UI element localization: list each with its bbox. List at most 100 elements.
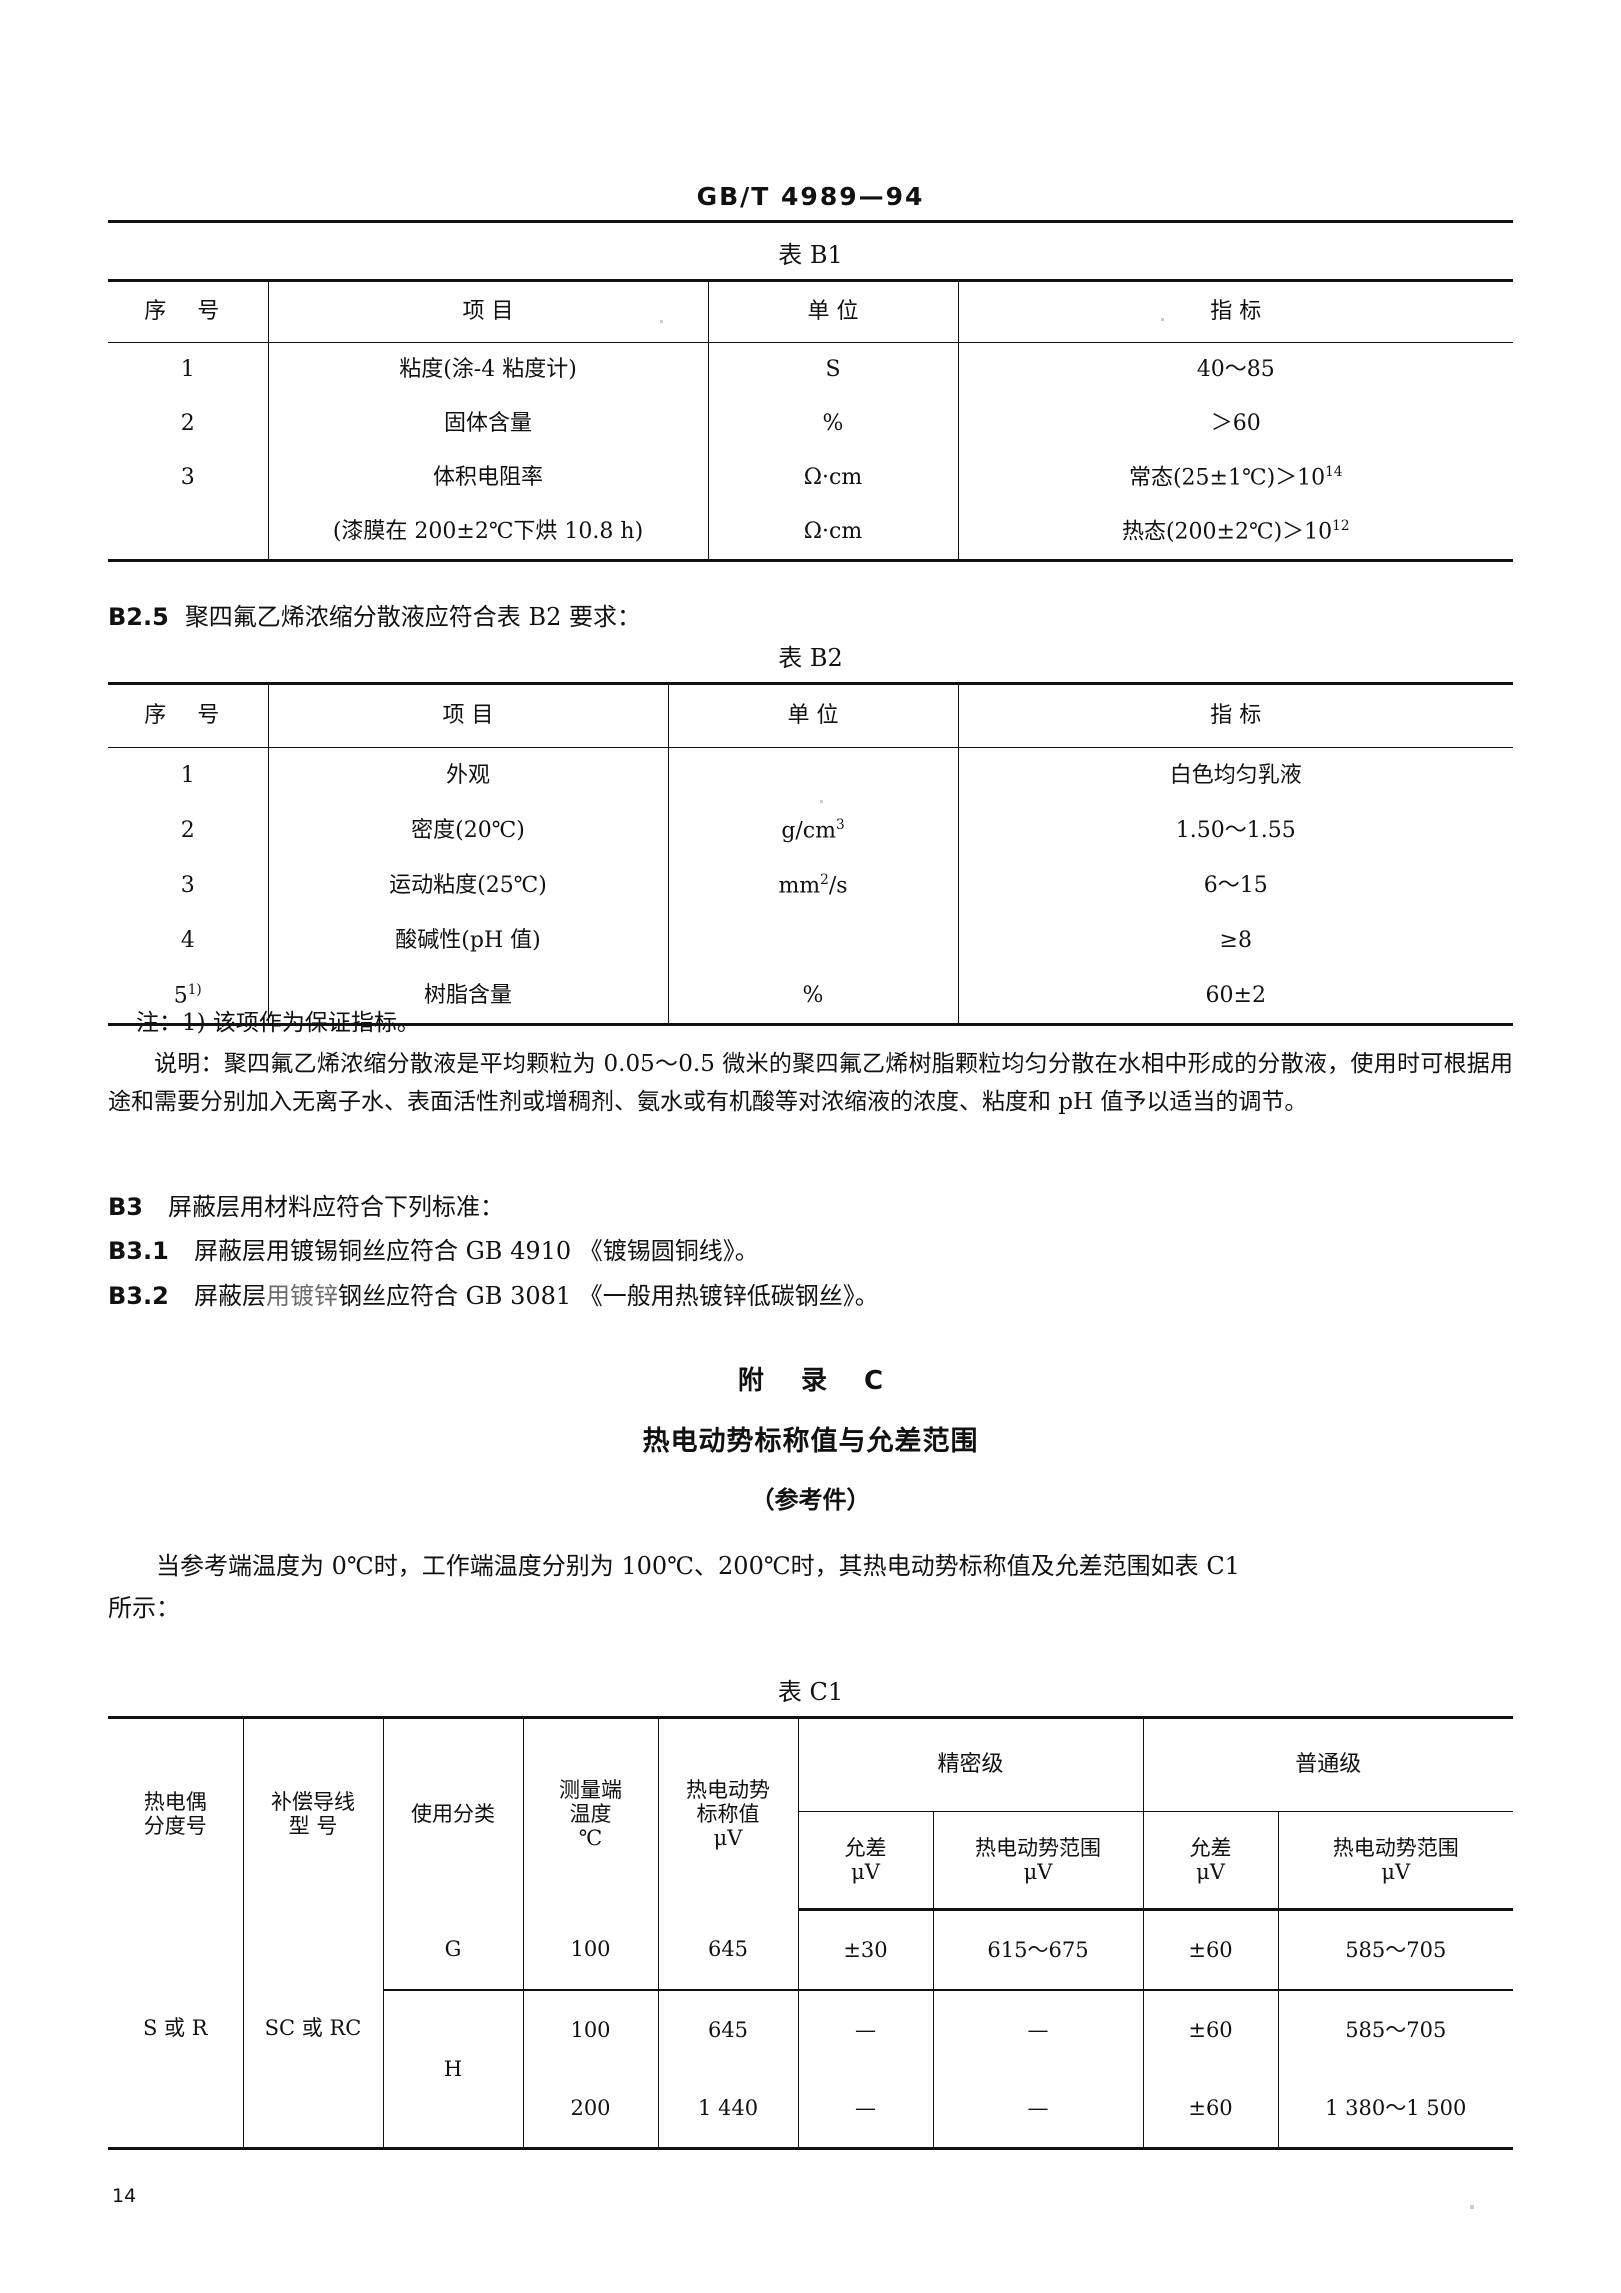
intro-line-2: 所示： (108, 1594, 180, 1622)
section-b3: B3 屏蔽层用材料应符合下列标准： (108, 1185, 1513, 1229)
cell-usage-class: H (383, 1990, 524, 2149)
group-header-precision: 精密级 (797, 1717, 1144, 1812)
cell-unit: S (707, 342, 959, 397)
section-number: B3 (108, 1193, 143, 1221)
cell-no: 51) (108, 968, 269, 1025)
cell-item: 运动粘度(25℃) (267, 858, 669, 913)
cell-precision-emf-range: — (932, 1990, 1144, 2069)
col-header-general-tolerance: 允差 μV (1142, 1811, 1279, 1911)
col-header-no: 序 号 (108, 280, 269, 343)
section-text-faded: 用镀锌 (266, 1281, 338, 1310)
cell-general-emf-range: 585～705 (1277, 1990, 1514, 2069)
cell-general-tolerance: ±60 (1142, 1909, 1279, 1991)
cell-no: 2 (108, 397, 269, 451)
table-c1-caption: 表 C1 (777, 1678, 844, 1706)
cell-precision-tolerance: — (797, 1990, 934, 2069)
table-row: (漆膜在 200±2℃下烘 10.8 h) Ω·cm 热态(200±2℃)＞10… (108, 505, 1513, 561)
cell-indicator: 1.50～1.55 (957, 803, 1513, 858)
cell-item: 体积电阻率 (267, 451, 709, 505)
cell-nominal-emf: 645 (657, 1990, 799, 2069)
table-b1-block: 表 B1 序 号 项 目 单 位 指 标 1 粘度(涂-4 粘度计) S 40～… (108, 235, 1513, 562)
table-row: 200 1 440 — — ±60 1 380～1 500 (108, 2069, 1514, 2149)
cell-item: 固体含量 (267, 397, 709, 451)
page-header-standard-number: GB/T 4989—94 (696, 182, 925, 211)
scan-speck (660, 320, 663, 323)
col-header-thermocouple-grade: 热电偶 分度号 (108, 1717, 244, 1910)
cell-temp: 100 (522, 1990, 659, 2069)
section-b2-5: B2.5 聚四氟乙烯浓缩分散液应符合表 B2 要求： (108, 597, 1513, 632)
cell-unit: mm2/s (667, 858, 959, 913)
section-text-part-a: 屏蔽层 (194, 1281, 266, 1310)
table-row: H 100 645 — — ±60 585～705 (108, 1990, 1514, 2149)
cell-nominal-emf: 1 440 (657, 2069, 799, 2149)
col-header-usage-class: 使用分类 (382, 1717, 524, 1910)
cell-indicator: 常态(25±1℃)＞1014 (957, 451, 1513, 505)
col-header-item: 项 目 (267, 280, 709, 343)
table-b1: 序 号 项 目 单 位 指 标 1 粘度(涂-4 粘度计) S 40～85 2 … (108, 279, 1513, 562)
cell-item: (漆膜在 200±2℃下烘 10.8 h) (267, 505, 709, 561)
table-c1-block: 表 C1 热电偶 分度号 补偿导线 型 号 (108, 1672, 1514, 2150)
section-number: B3.1 (108, 1237, 169, 1266)
col-header-no: 序 号 (108, 683, 269, 748)
table-row: S 或 R SC 或 RC G 100 645 ±30 615～675 ±60 … (108, 1909, 1514, 2149)
section-b3-block: B3 屏蔽层用材料应符合下列标准： B3.1 屏蔽层用镀锡铜丝应符合 GB 4910… (108, 1185, 1513, 1318)
cell-general-emf-range: 1 380～1 500 (1277, 2069, 1514, 2149)
cell-item: 密度(20℃) (267, 803, 669, 858)
table-c1: 热电偶 分度号 补偿导线 型 号 使用分类 测量端 温度 ℃ (108, 1716, 1514, 2150)
section-text-part-b: 钢丝应符合 GB 3081 《一般用热镀锌低碳钢丝》。 (338, 1281, 879, 1310)
cell-no: 4 (108, 913, 269, 968)
cell-precision-tolerance: ±30 (797, 1909, 934, 1991)
table-row: 序 号 项 目 单 位 指 标 (108, 280, 1513, 343)
section-text: 屏蔽层用材料应符合下列标准： (168, 1193, 504, 1221)
cell-indicator: 40～85 (957, 342, 1513, 397)
cell-thermocouple-grade: S 或 R (108, 1909, 244, 2149)
section-b3-1: B3.1 屏蔽层用镀锡铜丝应符合 GB 4910 《镀锡圆铜线》。 (108, 1229, 1513, 1273)
col-header-comp-wire-type: 补偿导线 型 号 (242, 1717, 384, 1910)
cell-nominal-emf: 645 (657, 1909, 799, 1991)
appendix-c-intro: 当参考端温度为 0℃时，工作端温度分别为 100℃、200℃时，其热电动势标称值… (108, 1545, 1513, 1629)
cell-unit: Ω·cm (707, 505, 959, 561)
cell-precision-emf-range: 615～675 (932, 1909, 1144, 1991)
scan-speck (820, 800, 823, 803)
cell-indicator: 60±2 (957, 968, 1513, 1025)
table-row: 1 外观 白色均匀乳液 (108, 747, 1513, 803)
cell-unit (667, 747, 959, 803)
cell-indicator: 6～15 (957, 858, 1513, 913)
scan-speck (1470, 2205, 1474, 2209)
section-text: 聚四氟乙烯浓缩分散液应符合表 B2 要求： (184, 603, 641, 631)
table-b2-notes: 注：1) 该项作为保证指标。 说明：聚四氟乙烯浓缩分散液是平均颗粒为 0.05～… (108, 1005, 1513, 1121)
col-header-item: 项 目 (267, 683, 669, 748)
header-rule (108, 220, 1513, 223)
table-b2: 序 号 项 目 单 位 指 标 1 外观 白色均匀乳液 2 密度(20℃) g/… (108, 682, 1513, 1026)
cell-indicator: 白色均匀乳液 (957, 747, 1513, 803)
table-row: 3 体积电阻率 Ω·cm 常态(25±1℃)＞1014 (108, 451, 1513, 505)
cell-no: 1 (108, 342, 269, 397)
cell-temp: 100 (522, 1909, 659, 1991)
col-header-unit: 单 位 (667, 683, 959, 748)
section-text: 屏蔽层用镀锡铜丝应符合 GB 4910 《镀锡圆铜线》。 (194, 1237, 759, 1266)
cell-unit: % (707, 397, 959, 451)
cell-unit (667, 913, 959, 968)
cell-no: 3 (108, 451, 269, 505)
cell-unit: g/cm3 (667, 803, 959, 858)
col-header-indicator: 指 标 (957, 280, 1513, 343)
cell-precision-tolerance: — (797, 2069, 934, 2149)
cell-no: 1 (108, 747, 269, 803)
section-b3-2: B3.2 屏蔽层用镀锌钢丝应符合 GB 3081 《一般用热镀锌低碳钢丝》。 (108, 1274, 1513, 1318)
col-header-unit: 单 位 (707, 280, 959, 343)
table-row: 2 密度(20℃) g/cm3 1.50～1.55 (108, 803, 1513, 858)
footnote-1: 注：1) 该项作为保证指标。 (136, 1010, 420, 1036)
table-row: 3 运动粘度(25℃) mm2/s 6～15 (108, 858, 1513, 913)
section-number: B3.2 (108, 1281, 169, 1310)
col-header-nominal-emf: 热电动势 标称值 μV (657, 1717, 799, 1910)
table-row: 1 粘度(涂-4 粘度计) S 40～85 (108, 342, 1513, 397)
appendix-c-title: 附 录 C (737, 1366, 898, 1396)
cell-no (108, 505, 269, 561)
table-row: 2 固体含量 % ＞60 (108, 397, 1513, 451)
explanation-paragraph: 说明：聚四氟乙烯浓缩分散液是平均颗粒为 0.05～0.5 微米的聚四氟乙烯树脂颗… (108, 1051, 1513, 1115)
cell-general-emf-range: 585～705 (1277, 1909, 1514, 1991)
col-header-precision-emf-range: 热电动势范围 μV (932, 1811, 1144, 1911)
table-row: 序 号 项 目 单 位 指 标 (108, 683, 1513, 748)
group-header-general: 普通级 (1142, 1717, 1514, 1812)
